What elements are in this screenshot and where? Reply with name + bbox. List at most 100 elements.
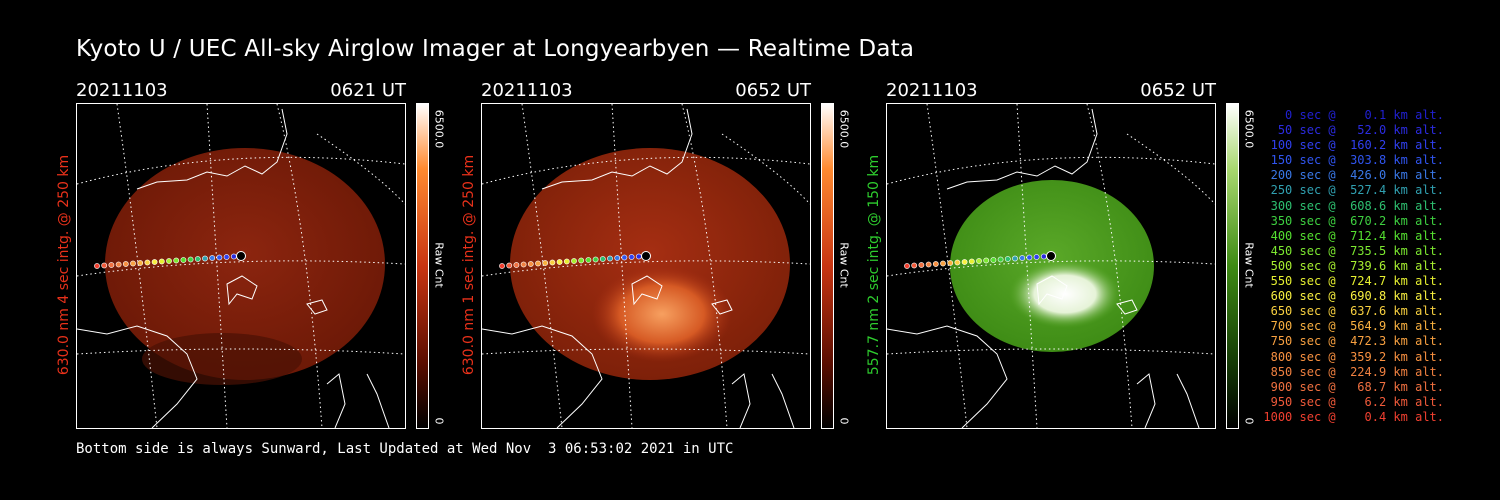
colorbar-labels: 6500.0 Raw Cnt 0 (837, 103, 851, 427)
station-marker (1046, 251, 1056, 261)
legend-item: 300 sec @ 608.6 km alt. (1263, 198, 1444, 213)
legend-item: 550 sec @ 724.7 km alt. (1263, 274, 1444, 289)
cbar-unit: Raw Cnt (432, 242, 446, 288)
colorbar-labels: 6500.0 Raw Cnt 0 (1242, 103, 1256, 427)
trajectory-point (166, 258, 172, 264)
trajectory-point (997, 256, 1004, 263)
trajectory-point (144, 259, 151, 266)
trajectory-point (115, 261, 122, 268)
trajectory-legend: 0 sec @ 0.1 km alt. 50 sec @ 52.0 km alt… (1262, 108, 1444, 425)
trajectory-point (94, 263, 100, 269)
legend-item: 750 sec @ 472.3 km alt. (1263, 334, 1444, 349)
panel-1: 20211103 0621 UT (76, 80, 446, 429)
cbar-max: 6500.0 (432, 109, 446, 149)
legend-item: 0 sec @ 0.1 km alt. (1263, 108, 1444, 122)
legend-item: 150 sec @ 303.8 km alt. (1263, 153, 1444, 168)
legend-item: 350 sec @ 670.2 km alt. (1263, 213, 1444, 228)
trajectory-point (499, 263, 505, 269)
panel-2: 20211103 0652 UT (481, 80, 851, 429)
trajectory-point (101, 262, 108, 269)
trajectory-point (592, 256, 599, 263)
trajectory-point (918, 262, 925, 268)
trajectory-point (563, 258, 570, 265)
trajectory-point (968, 258, 975, 265)
colorbar-labels: 6500.0 Raw Cnt 0 (432, 103, 446, 427)
colorbar (416, 103, 429, 429)
trajectory-point (108, 262, 115, 268)
trajectory-point (187, 256, 194, 263)
trajectory-point (571, 258, 577, 264)
trajectory-point (209, 255, 216, 261)
panel-3: 20211103 0652 UT (886, 80, 1256, 429)
cbar-min: 0 (837, 417, 851, 425)
trajectory-point (535, 260, 541, 267)
trajectory-point (628, 254, 635, 260)
legend-item: 450 sec @ 735.5 km alt. (1263, 243, 1444, 258)
footer-status: Bottom side is always Sunward, Last Upda… (76, 441, 734, 457)
trajectory-point (578, 257, 585, 264)
trajectory-point (983, 257, 990, 264)
trajectory-point (137, 260, 144, 266)
trajectory-point (180, 257, 187, 263)
trajectory-point (976, 258, 982, 264)
legend-item: 50 sec @ 52.0 km alt. (1263, 123, 1444, 138)
trajectory-point (911, 262, 918, 269)
legend-item: 950 sec @ 6.2 km alt. (1263, 394, 1444, 409)
legend-item: 1000 sec @ 0.4 km alt. (1263, 409, 1444, 424)
trajectory-point (1026, 254, 1033, 261)
legend-item: 200 sec @ 426.0 km alt. (1263, 168, 1444, 183)
cbar-min: 0 (1242, 417, 1256, 425)
legend-item: 900 sec @ 68.7 km alt. (1263, 379, 1444, 394)
trajectory-point (932, 261, 939, 267)
cbar-max: 6500.0 (837, 109, 851, 149)
trajectory-point (520, 261, 527, 268)
cbar-min: 0 (432, 417, 446, 425)
legend-item: 100 sec @ 160.2 km alt. (1263, 138, 1444, 153)
allsky-image (481, 103, 811, 429)
trajectory-point (925, 261, 932, 268)
trajectory-point (961, 259, 968, 265)
colorbar (1226, 103, 1239, 429)
trajectory-point (1019, 255, 1026, 261)
trajectory-point (151, 259, 158, 265)
trajectory-point (607, 255, 613, 262)
trajectory-point (527, 261, 534, 267)
legend-item: 800 sec @ 359.2 km alt. (1263, 349, 1444, 364)
station-marker (236, 251, 246, 261)
trajectory-point (513, 262, 520, 268)
trajectory-point (990, 257, 997, 263)
legend-item: 650 sec @ 637.6 km alt. (1263, 304, 1444, 319)
side-label: 630.0 nm 4 sec intg. @ 250 km (56, 154, 72, 376)
trajectory-point (1004, 256, 1011, 262)
trajectory-point (585, 257, 592, 263)
panel-date: 20211103 (481, 80, 573, 101)
panel-date: 20211103 (76, 80, 168, 101)
cbar-unit: Raw Cnt (1242, 242, 1256, 288)
trajectory-point (542, 260, 549, 266)
trajectory-point (954, 259, 961, 266)
trajectory-point (940, 260, 946, 267)
cbar-max: 6500.0 (1242, 109, 1256, 149)
panel-time: 0652 UT (1140, 80, 1216, 101)
trajectory-point (173, 257, 180, 264)
legend-item: 400 sec @ 712.4 km alt. (1263, 228, 1444, 243)
legend-item: 600 sec @ 690.8 km alt. (1263, 289, 1444, 304)
trajectory-point (230, 253, 237, 260)
station-marker (641, 251, 651, 261)
trajectory-point (635, 253, 642, 260)
side-label: 630.0 nm 1 sec intg. @ 250 km (461, 154, 477, 376)
legend-item: 500 sec @ 739.6 km alt. (1263, 258, 1444, 273)
trajectory-point (614, 255, 621, 261)
trajectory-point (130, 260, 136, 267)
allsky-image (76, 103, 406, 429)
trajectory-point (904, 263, 910, 269)
legend-item: 700 sec @ 564.9 km alt. (1263, 319, 1444, 334)
legend-item: 250 sec @ 527.4 km alt. (1263, 183, 1444, 198)
trajectory-point (158, 258, 165, 265)
trajectory-point (621, 254, 628, 261)
cbar-unit: Raw Cnt (837, 242, 851, 288)
trajectory-point (556, 259, 563, 265)
trajectory-point (549, 259, 556, 266)
trajectory-point (194, 256, 201, 262)
trajectory-point (216, 254, 223, 261)
